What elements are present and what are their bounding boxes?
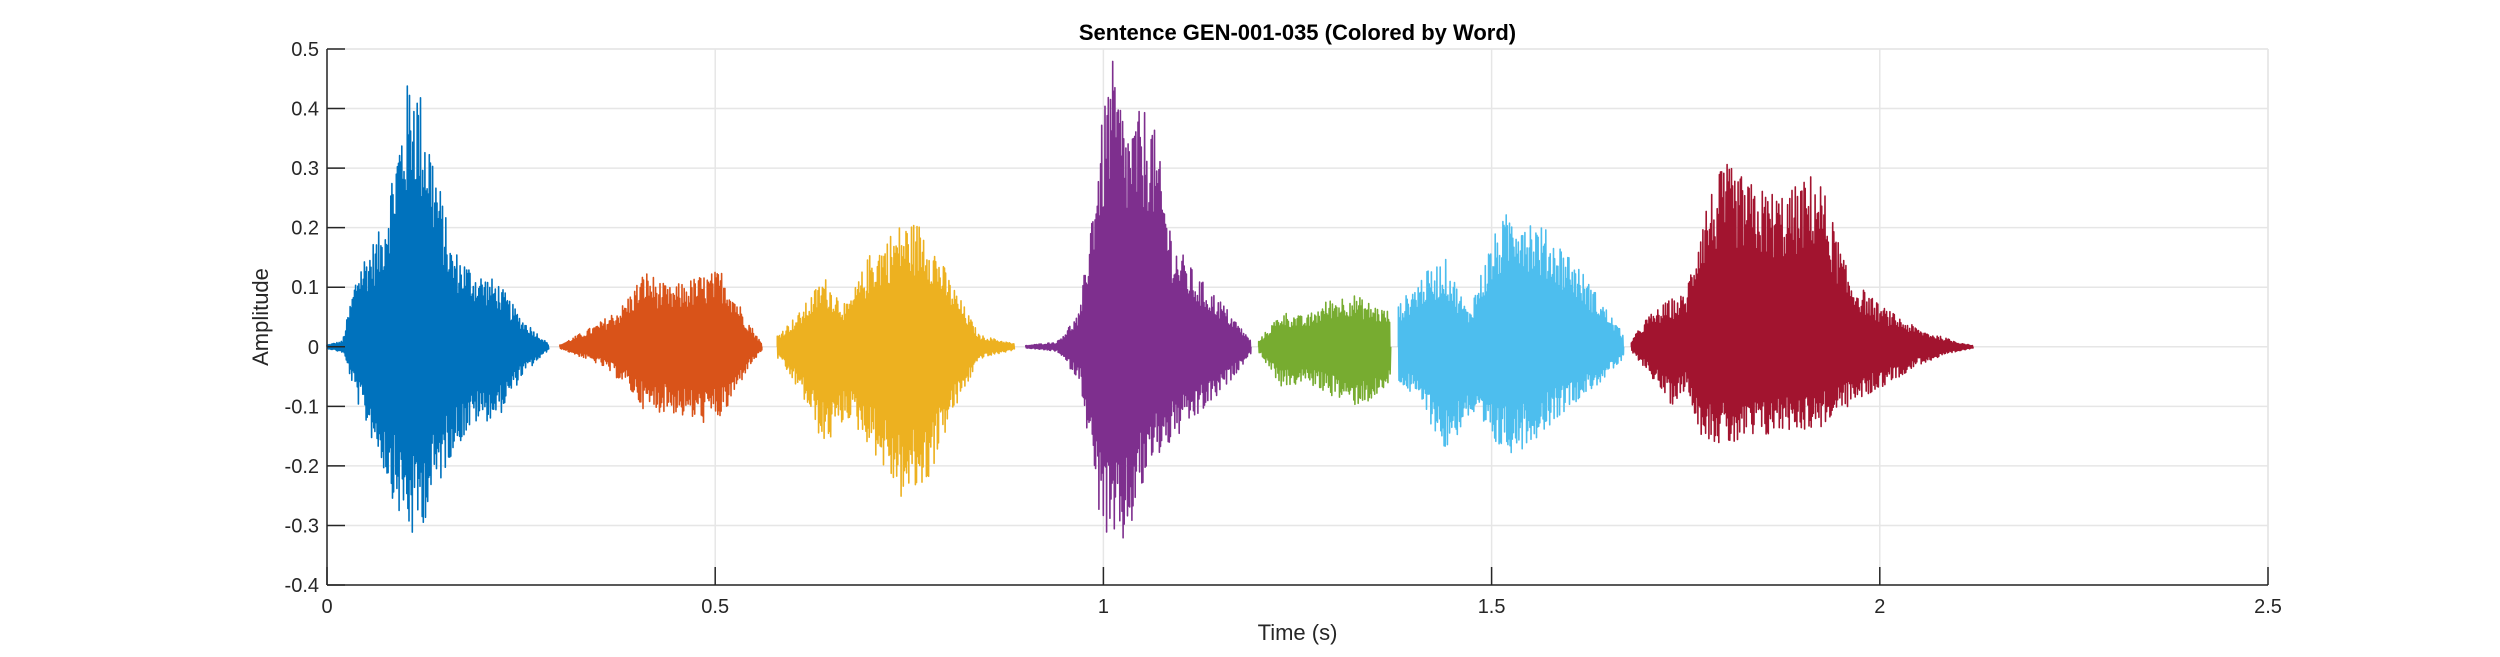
- series-line-3: [776, 224, 1016, 497]
- y-tick-label: -0.2: [285, 456, 319, 478]
- chart-title: Sentence GEN-001-035 (Colored by Word): [1079, 20, 1516, 45]
- x-tick-label: 2: [1874, 596, 1885, 618]
- y-axis-label: Amplitude: [248, 268, 273, 366]
- x-tick-label: 1: [1098, 596, 1109, 618]
- y-tick-label: -0.4: [285, 575, 319, 597]
- y-tick-label: -0.1: [285, 396, 319, 418]
- x-tick-label: 0: [321, 596, 332, 618]
- y-tick-label: -0.3: [285, 515, 319, 537]
- series-line-2: [559, 271, 763, 423]
- series-line-4: [1025, 60, 1252, 539]
- tick-labels: 0 0.5 1 1.5 2 2.5 -0.4 -0.3 -0.2 -0.1 0 0.1 0.2 0.3 0.…: [285, 39, 2282, 618]
- series-line-1: [326, 85, 550, 533]
- axes: [326, 48, 2269, 586]
- x-axis-label: Time (s): [1258, 620, 1338, 645]
- y-tick-label: 0.1: [291, 277, 319, 299]
- y-tick-label: 0.4: [291, 99, 319, 121]
- y-tick-label: 0.3: [291, 158, 319, 180]
- x-tick-label: 0.5: [701, 596, 729, 618]
- y-tick-label: 0.2: [291, 218, 319, 240]
- x-tick-label: 2.5: [2254, 596, 2282, 618]
- series-line-5: [1257, 295, 1392, 406]
- y-tick-label: 0: [308, 337, 319, 359]
- series-layer: [326, 60, 1974, 539]
- x-tick-label: 1.5: [1478, 596, 1506, 618]
- series-line-6: [1397, 214, 1625, 454]
- series-line-7: [1630, 163, 1974, 444]
- y-tick-label: 0.5: [291, 39, 319, 61]
